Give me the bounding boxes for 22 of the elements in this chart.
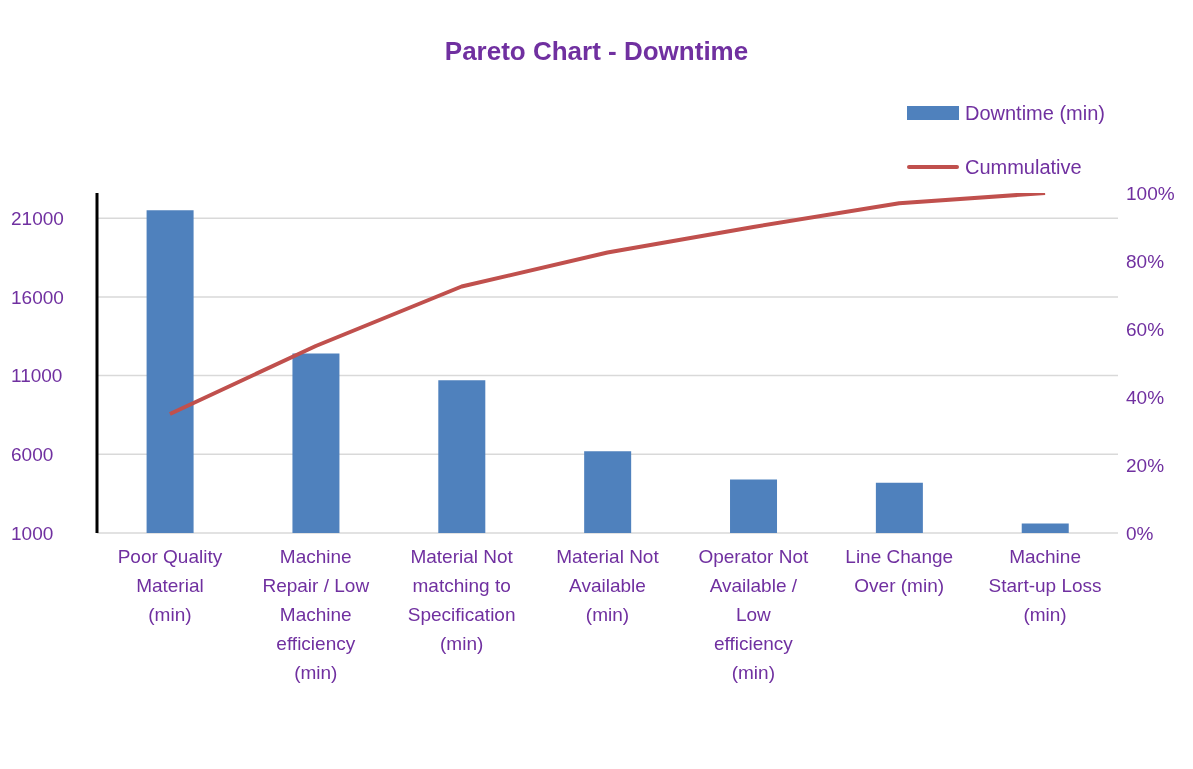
y2-tick-label: 20% — [1126, 454, 1165, 476]
y2-tick-label: 80% — [1126, 250, 1165, 272]
x-tick-label: Machine Start-up Loss (min) — [988, 546, 1102, 625]
x-tick-label: Poor Quality Material (min) — [117, 546, 223, 625]
x-tick-label: Operator Not Available / Low efficiency (min) — [698, 546, 809, 683]
y-tick-label: 16000 — [11, 286, 64, 308]
x-tick-label: Material Not Available (min) — [556, 546, 660, 625]
y-tick-label: 21000 — [11, 207, 64, 229]
legend-label: Cummulative — [964, 155, 1082, 179]
legend-label: Downtime (min) — [964, 101, 1105, 125]
chart-title: Pareto Chart - Downtime — [443, 36, 750, 67]
y-tick-label: 11000 — [11, 365, 63, 387]
x-tick-label: Line Change Over (min) — [845, 546, 954, 596]
y2-tick-label: 60% — [1126, 318, 1165, 340]
x-tick-label: Material Not matching to Specification (min) — [407, 546, 516, 654]
x-tick-label: Machine Repair / Low Machine efficiency (min) — [262, 546, 370, 683]
y-tick-label: 6000 — [11, 444, 54, 466]
y2-tick-label: 40% — [1126, 386, 1165, 408]
line-series — [167, 193, 1048, 416]
y-tick-label: 1000 — [11, 522, 54, 544]
y2-tick-label: 0% — [1126, 522, 1154, 544]
y2-tick-label: 100% — [1126, 182, 1175, 204]
